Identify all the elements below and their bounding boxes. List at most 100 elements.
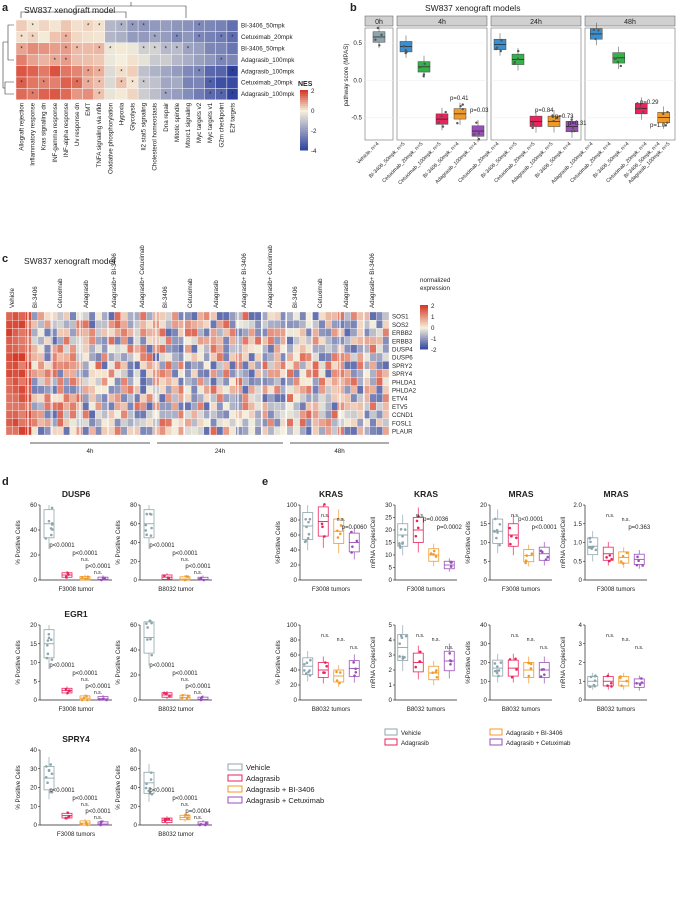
c-heat-cell — [44, 361, 51, 370]
c-heat-cell — [318, 369, 326, 378]
c-heat-cell — [267, 418, 275, 427]
data-point — [47, 636, 51, 640]
facet-label: 24h — [530, 19, 542, 26]
c-heat-cell — [210, 344, 217, 354]
ytick-label: 0 — [294, 697, 298, 704]
data-point — [401, 541, 405, 544]
c-heat-cell — [56, 369, 64, 378]
c-heat-cell — [216, 410, 224, 419]
c-heat-cell — [222, 369, 230, 378]
heat-cell — [137, 31, 150, 43]
c-heat-cell — [242, 352, 249, 362]
c-heat-cell — [216, 344, 224, 354]
c-heat-cell — [369, 352, 377, 362]
data-point — [339, 524, 343, 527]
c-heat-cell — [254, 320, 262, 329]
c-heat-cell — [229, 336, 236, 345]
significance-star: * — [65, 47, 68, 53]
gene-label: SPRY2 — [392, 363, 413, 370]
c-heat-cell — [376, 426, 383, 436]
c-heat-cell — [165, 344, 173, 354]
c-legend-title: normalized — [420, 277, 451, 284]
data-point — [608, 554, 612, 557]
c-heat-cell — [197, 393, 205, 403]
c-heat-cell — [286, 352, 294, 362]
c-heat-cell — [235, 328, 243, 337]
c-heat-cell — [44, 336, 51, 345]
data-point — [416, 514, 420, 518]
c-heat-cell — [31, 361, 39, 370]
c-heat-cell — [133, 385, 141, 395]
data-point — [46, 643, 49, 647]
panel-b-boxplots: pathway score (MPAS)0.50.0-0.50h 4h 24h 48h… — [343, 15, 676, 186]
data-point — [86, 698, 89, 702]
p-value: n.s. — [635, 645, 643, 651]
legend-label: Vehicle — [246, 763, 270, 772]
box — [97, 821, 109, 826]
c-heat-cell — [254, 344, 262, 354]
c-heat-cell — [82, 426, 90, 436]
c-heat-cell — [5, 328, 13, 337]
data-point — [401, 535, 404, 538]
c-heat-cell — [18, 328, 26, 337]
c-heat-cell — [5, 377, 13, 386]
c-heat-cell — [107, 320, 115, 329]
heat-cell — [137, 88, 150, 101]
c-heat-cell — [184, 344, 192, 354]
data-point — [50, 506, 54, 510]
panel-a-letter: a — [2, 2, 9, 14]
c-legend-subtitle: expression — [420, 285, 450, 292]
ytick-label: 0 — [579, 697, 583, 704]
data-point — [378, 44, 381, 47]
c-heat-cell — [146, 377, 153, 386]
c-heat-cell — [248, 402, 256, 411]
c-heat-cell — [293, 361, 300, 370]
data-point — [320, 522, 324, 526]
c-heat-cell — [63, 369, 70, 378]
c-heat-cell — [376, 361, 383, 370]
data-point — [350, 530, 353, 534]
c-heat-cell — [229, 311, 236, 321]
c-heat-cell — [286, 426, 294, 436]
c-heat-cell — [146, 352, 153, 362]
c-heat-cell — [216, 418, 224, 427]
data-point — [335, 679, 339, 682]
c-heat-cell — [369, 320, 377, 329]
nes-legend-step — [300, 90, 308, 93]
heat-cell — [160, 65, 172, 78]
c-heat-cell — [133, 336, 141, 345]
c-heat-cell — [203, 352, 211, 362]
data-point — [80, 822, 83, 826]
c-heat-cell — [254, 361, 262, 370]
heat-cell — [26, 65, 39, 78]
c-heat-cell — [382, 393, 390, 403]
c-group-label: BI-3406 — [32, 286, 39, 308]
c-heat-cell — [216, 426, 224, 436]
c-heat-cell — [31, 328, 39, 337]
column-label: TNFA signaling via nfkb — [96, 102, 103, 167]
b-pvalue: p=0.84 — [535, 108, 554, 114]
c-heat-cell — [88, 385, 96, 395]
significance-star: * — [220, 92, 223, 98]
c-heat-cell — [344, 385, 351, 395]
c-heat-cell — [18, 361, 26, 370]
c-heat-cell — [127, 336, 134, 345]
column-label: Uv response dn — [74, 102, 81, 146]
c-heat-cell — [18, 336, 26, 345]
data-point — [323, 535, 326, 538]
ylabel: % Positive Cells — [115, 520, 122, 564]
data-point — [66, 691, 69, 695]
heat-cell — [148, 88, 161, 101]
c-heat-cell — [95, 344, 102, 354]
nes-legend-step — [300, 128, 308, 131]
c-heat-cell — [382, 336, 390, 345]
ytick-label: 2.0 — [573, 502, 582, 509]
row-label: Adagrasib_100mpk — [241, 68, 295, 75]
column-label: INF-alpha response — [63, 102, 70, 157]
c-heat-cell — [325, 344, 332, 354]
heat-cell — [137, 54, 150, 66]
significance-star: * — [76, 47, 79, 53]
c-heat-cell — [376, 418, 383, 427]
c-heat-cell — [190, 426, 198, 436]
